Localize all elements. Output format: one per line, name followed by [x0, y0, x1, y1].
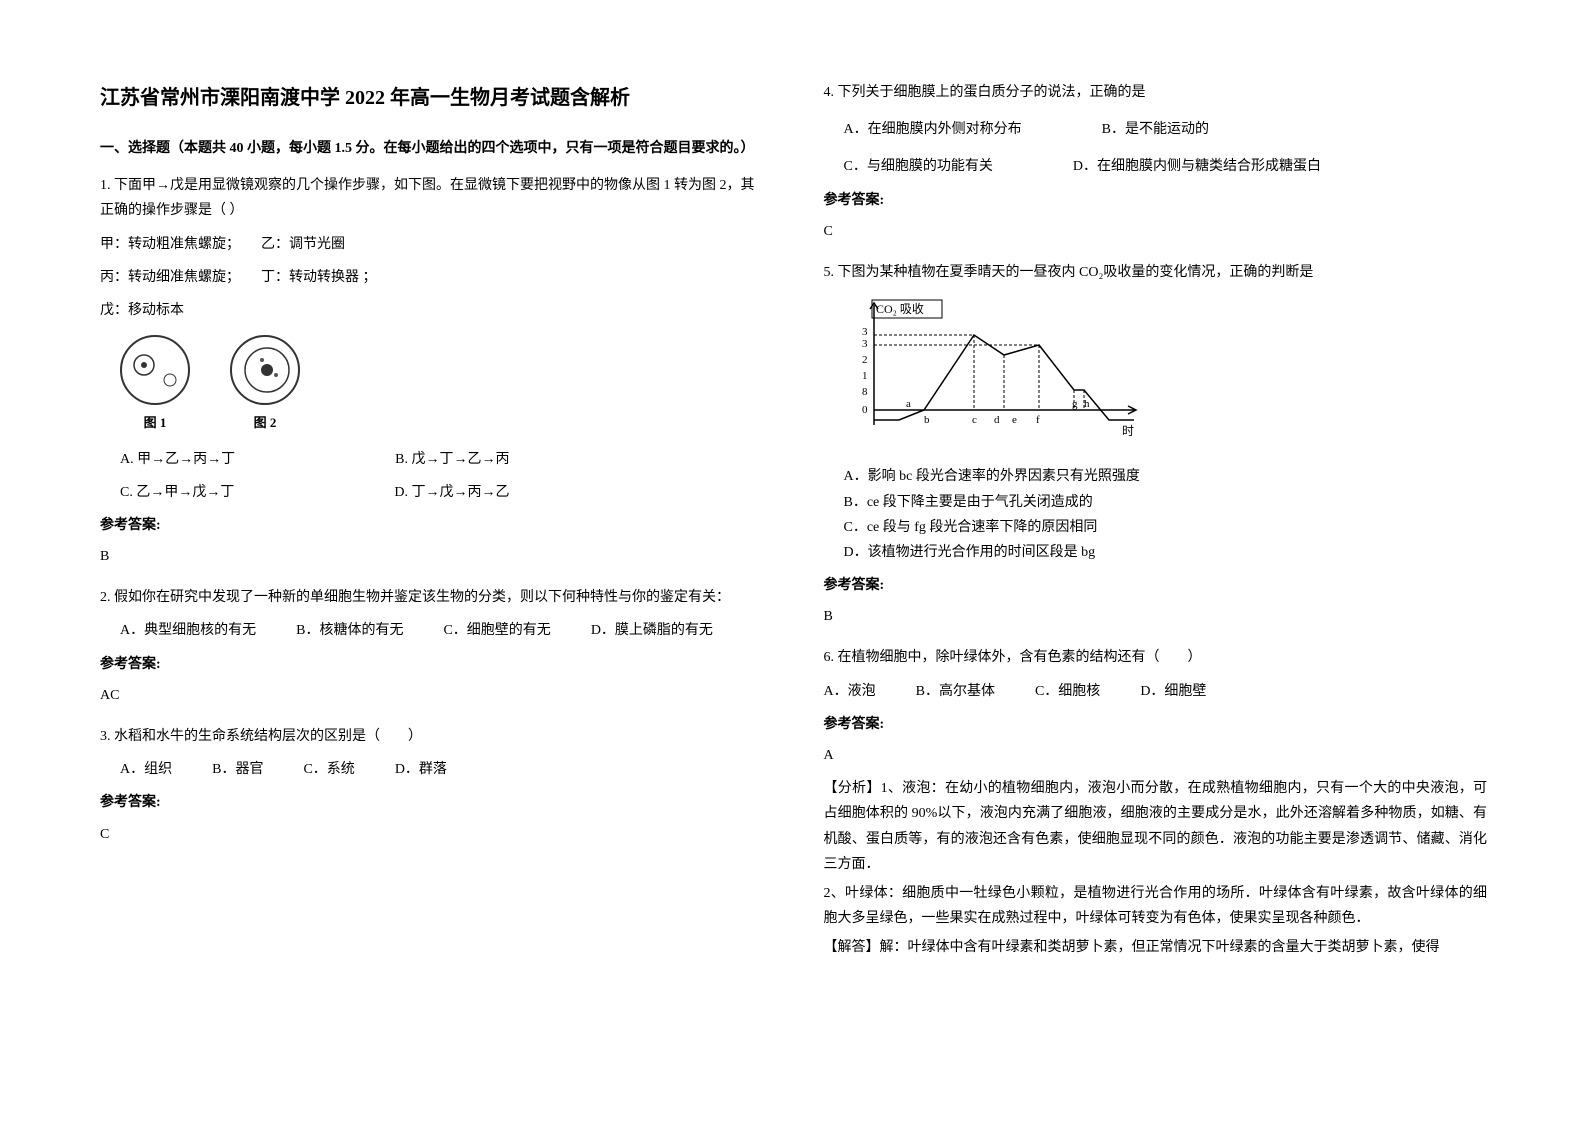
q1-optD: D. 丁→戊→丙→乙: [394, 480, 509, 505]
svg-text:f: f: [1036, 414, 1040, 426]
q4-answer: C: [824, 219, 1488, 244]
right-column: 4. 下列关于细胞膜上的蛋白质分子的说法，正确的是 A．在细胞膜内外侧对称分布 …: [824, 80, 1488, 1042]
q5-answer-label: 参考答案:: [824, 573, 1488, 598]
q1-answer: B: [100, 544, 764, 569]
question-2: 2. 假如你在研究中发现了一种新的单细胞生物并鉴定该生物的分类，则以下何种特性与…: [100, 585, 764, 708]
chart-ylabel: CO₂ 吸收: [876, 302, 924, 316]
q6-optA: A．液泡: [824, 679, 876, 704]
cell-large-icon: [232, 335, 298, 405]
svg-text:h: h: [1084, 398, 1090, 410]
q6-text: 6. 在植物细胞中，除叶绿体外，含有色素的结构还有（ ）: [824, 645, 1488, 670]
q1-images: 图 1 图 2: [120, 335, 764, 434]
q6-optD: D．细胞壁: [1140, 679, 1206, 704]
svg-text:e: e: [1012, 414, 1017, 426]
microscope-image-2: 图 2: [230, 335, 300, 434]
exam-title: 江苏省常州市溧阳南渡中学 2022 年高一生物月考试题含解析: [100, 80, 764, 116]
q5-optB: B．ce 段下降主要是由于气孔关闭造成的: [844, 490, 1488, 515]
svg-text:时: 时: [1122, 424, 1134, 438]
svg-text:d: d: [994, 414, 1000, 426]
q4-optB: B．是不能运动的: [1102, 117, 1209, 142]
q2-optB: B．核糖体的有无: [296, 618, 403, 643]
q1-optA: A. 甲→乙→丙→丁: [120, 447, 235, 472]
q3-optD: D．群落: [395, 757, 447, 782]
q1-step-bing: 丙：转动细准焦螺旋；: [100, 270, 240, 285]
q4-optA: A．在细胞膜内外侧对称分布: [844, 117, 1022, 142]
q2-optA: A．典型细胞核的有无: [120, 618, 256, 643]
svg-text:3: 3: [862, 326, 868, 338]
q4-optD: D．在细胞膜内侧与糖类结合形成糖蛋白: [1073, 154, 1321, 179]
svg-text:g: g: [1072, 398, 1078, 410]
q6-answer-label: 参考答案:: [824, 712, 1488, 737]
q5-text: 5. 下图为某种植物在夏季晴天的一昼夜内 CO₂吸收量的变化情况，正确的判断是: [824, 260, 1488, 285]
q4-text: 4. 下列关于细胞膜上的蛋白质分子的说法，正确的是: [824, 80, 1488, 105]
q2-optD: D．膜上磷脂的有无: [591, 618, 713, 643]
q6-answer: A: [824, 743, 1488, 768]
q5-answer: B: [824, 604, 1488, 629]
svg-text:1: 1: [862, 370, 868, 382]
svg-text:3: 3: [862, 338, 868, 350]
img1-label: 图 1: [120, 411, 190, 434]
svg-text:c: c: [972, 414, 977, 426]
q1-answer-label: 参考答案:: [100, 513, 764, 538]
q2-answer-label: 参考答案:: [100, 652, 764, 677]
question-4: 4. 下列关于细胞膜上的蛋白质分子的说法，正确的是 A．在细胞膜内外侧对称分布 …: [824, 80, 1488, 244]
q2-optC: C．细胞壁的有无: [443, 618, 550, 643]
analysis-1: 1、液泡：在幼小的植物细胞内，液泡小而分散，在成熟植物细胞内，只有一个大的中央液…: [824, 781, 1488, 872]
q5-optD: D．该植物进行光合作用的时间区段是 bg: [844, 540, 1488, 565]
q1-optC: C. 乙→甲→戊→丁: [120, 480, 234, 505]
q4-answer-label: 参考答案:: [824, 188, 1488, 213]
q1-step-ding: 丁：转动转换器 ；: [261, 270, 377, 285]
q3-optA: A．组织: [120, 757, 172, 782]
svg-text:2: 2: [862, 354, 868, 366]
analysis-label: 【分析】: [824, 781, 881, 796]
q1-step-jia: 甲：转动粗准焦螺旋；: [100, 237, 240, 252]
q5-optC: C．ce 段与 fg 段光合速率下降的原因相同: [844, 515, 1488, 540]
chart-svg: CO₂ 吸收 3 3 2 1 8 0 a b: [844, 295, 1144, 445]
q3-optC: C．系统: [303, 757, 354, 782]
q2-answer: AC: [100, 683, 764, 708]
q1-optB: B. 戊→丁→乙→丙: [395, 447, 509, 472]
img2-label: 图 2: [230, 411, 300, 434]
solve-label: 【解答】: [824, 940, 880, 955]
q1-step-wu: 戊：移动标本: [100, 303, 184, 318]
q6-optC: C．细胞核: [1035, 679, 1100, 704]
q6-optB: B．高尔基体: [916, 679, 995, 704]
svg-text:8: 8: [862, 386, 868, 398]
left-column: 江苏省常州市溧阳南渡中学 2022 年高一生物月考试题含解析 一、选择题（本题共…: [100, 80, 764, 1042]
q1-step-yi: 乙：调节光圈: [261, 237, 345, 252]
microscope-image-1: 图 1: [120, 335, 190, 434]
solve-text: 解：叶绿体中含有叶绿素和类胡萝卜素，但正常情况下叶绿素的含量大于类胡萝卜素，使得: [880, 940, 1440, 955]
q5-optA: A．影响 bc 段光合速率的外界因素只有光照强度: [844, 464, 1488, 489]
question-3: 3. 水稻和水牛的生命系统结构层次的区别是（ ） A．组织 B．器官 C．系统 …: [100, 724, 764, 847]
svg-text:b: b: [924, 414, 930, 426]
question-6: 6. 在植物细胞中，除叶绿体外，含有色素的结构还有（ ） A．液泡 B．高尔基体…: [824, 645, 1488, 960]
analysis-2: 2、叶绿体：细胞质中一牡绿色小颗粒，是植物进行光合作用的场所．叶绿体含有叶绿素，…: [824, 881, 1488, 931]
q2-text: 2. 假如你在研究中发现了一种新的单细胞生物并鉴定该生物的分类，则以下何种特性与…: [100, 585, 764, 610]
section-header: 一、选择题（本题共 40 小题，每小题 1.5 分。在每小题给出的四个选项中，只…: [100, 136, 764, 161]
co2-chart: CO₂ 吸收 3 3 2 1 8 0 a b: [844, 295, 1488, 454]
q3-answer: C: [100, 822, 764, 847]
q3-optB: B．器官: [212, 757, 263, 782]
q6-analysis: 【分析】1、液泡：在幼小的植物细胞内，液泡小而分散，在成熟植物细胞内，只有一个大…: [824, 776, 1488, 960]
q3-answer-label: 参考答案:: [100, 790, 764, 815]
q1-text: 1. 下面甲→戊是用显微镜观察的几个操作步骤，如下图。在显微镜下要把视野中的物像…: [100, 173, 764, 223]
question-5: 5. 下图为某种植物在夏季晴天的一昼夜内 CO₂吸收量的变化情况，正确的判断是 …: [824, 260, 1488, 630]
svg-text:0: 0: [862, 404, 868, 416]
svg-text:a: a: [906, 398, 911, 410]
q4-optC: C．与细胞膜的功能有关: [844, 154, 993, 179]
q3-text: 3. 水稻和水牛的生命系统结构层次的区别是（ ）: [100, 724, 764, 749]
question-1: 1. 下面甲→戊是用显微镜观察的几个操作步骤，如下图。在显微镜下要把视野中的物像…: [100, 173, 764, 569]
cell-icon: [122, 335, 188, 405]
